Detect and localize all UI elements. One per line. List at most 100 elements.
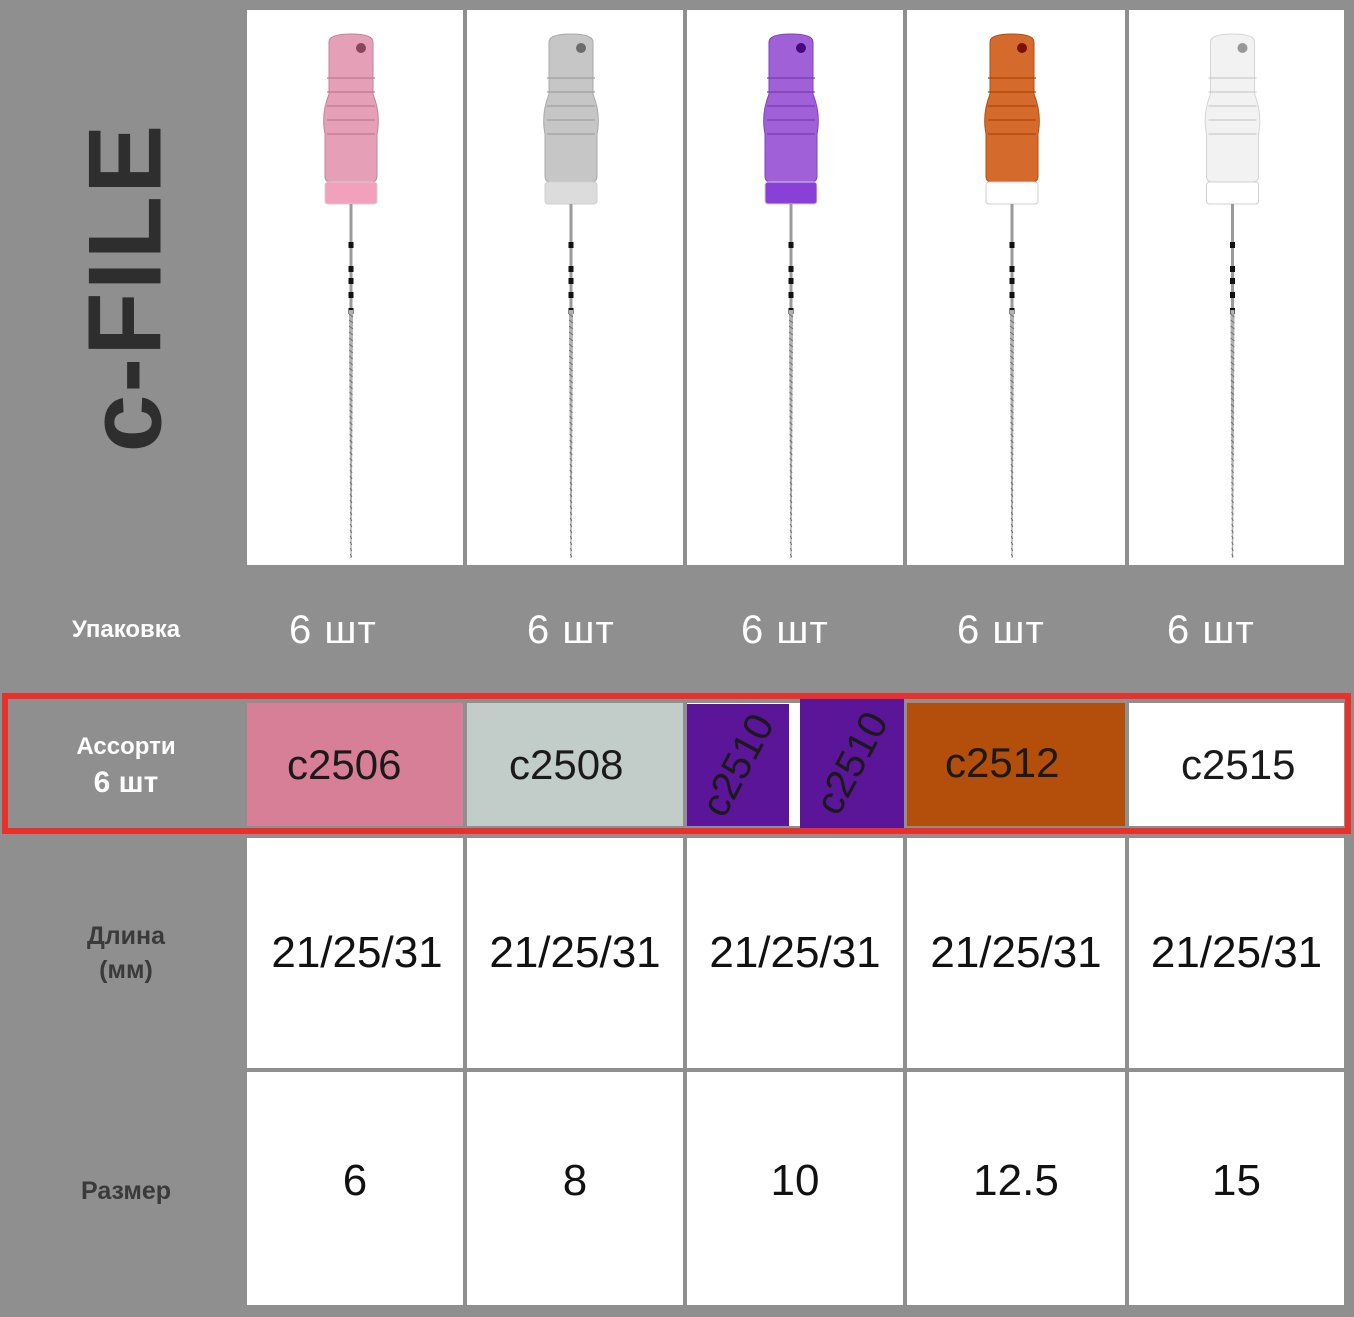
- length-value: 21/25/31: [467, 838, 683, 1068]
- flute-twist: [1230, 469, 1235, 474]
- depth-mark: [1009, 292, 1015, 298]
- flute-twist: [1231, 553, 1234, 558]
- assorted-label: Ассорти 6 шт: [8, 703, 244, 826]
- flute-twist: [349, 475, 353, 480]
- flute-twist: [1010, 391, 1014, 396]
- packaging-value: 6 шт: [1129, 569, 1344, 691]
- file-collar: [544, 181, 598, 205]
- size-value: 15: [1129, 1072, 1344, 1305]
- flute-twist: [1009, 337, 1015, 342]
- flute-twist: [569, 493, 573, 498]
- flute-twist: [1010, 403, 1014, 408]
- flute-twist: [348, 319, 354, 324]
- assorted-label-line1: Ассорти: [76, 732, 176, 760]
- flute-twist: [568, 361, 574, 366]
- product-title: c-FILE: [67, 122, 184, 453]
- length-text: 21/25/31: [1150, 928, 1323, 977]
- flute-twist: [1010, 499, 1014, 504]
- flute-twist: [1010, 463, 1014, 468]
- flute-twist: [348, 343, 354, 348]
- flute-twist: [788, 355, 794, 360]
- flute-twist: [1230, 361, 1235, 366]
- depth-mark: [568, 266, 574, 272]
- size-text: 8: [562, 1155, 588, 1205]
- product-title-wrap: c-FILE: [8, 10, 244, 565]
- flute-twist: [789, 475, 793, 480]
- flute-twist: [1230, 463, 1235, 468]
- flute-twist: [1231, 523, 1234, 528]
- flute-twist: [1009, 349, 1015, 354]
- endodontic-file-image: [907, 10, 1125, 565]
- flute-twist: [349, 439, 353, 444]
- flute-twist: [788, 367, 794, 372]
- flute-twist: [1231, 511, 1234, 516]
- flute-twist: [568, 313, 574, 318]
- file-handle: [543, 33, 599, 183]
- flute-twist: [1230, 451, 1235, 456]
- flute-twist: [1010, 451, 1014, 456]
- file-collar: [324, 181, 378, 205]
- flute-twist: [349, 421, 353, 426]
- file-handle: [1204, 33, 1261, 183]
- flute-twist: [1010, 541, 1014, 546]
- flute-twist: [1010, 421, 1014, 426]
- file-flutes: [789, 310, 793, 558]
- flute-twist: [789, 535, 793, 540]
- assorted-code: c2508: [509, 740, 624, 788]
- flute-twist: [789, 421, 793, 426]
- flute-twist: [1230, 397, 1235, 402]
- flute-twist: [1010, 469, 1014, 474]
- flute-twist: [569, 511, 573, 516]
- depth-mark: [348, 266, 354, 272]
- length-value: 21/25/31: [907, 838, 1125, 1068]
- flute-twist: [569, 445, 573, 450]
- flute-twist: [1230, 313, 1235, 318]
- flute-twist: [1010, 529, 1014, 534]
- flute-twist: [569, 499, 573, 504]
- flute-twist: [349, 451, 353, 456]
- flute-twist: [349, 487, 353, 492]
- packaging-text: 6 шт: [957, 607, 1045, 652]
- depth-mark: [348, 292, 354, 298]
- flute-twist: [1231, 487, 1234, 492]
- flute-twist: [1010, 493, 1014, 498]
- file-collar: [985, 181, 1039, 205]
- flute-twist: [349, 481, 353, 486]
- length-label: Длина (мм): [8, 838, 244, 1068]
- flute-twist: [789, 541, 793, 546]
- length-text: 21/25/31: [489, 928, 661, 977]
- assorted-code-swatch: c2510: [687, 704, 789, 826]
- flute-twist: [1230, 403, 1235, 408]
- depth-mark: [1230, 266, 1235, 272]
- assorted-code: c2506: [287, 740, 402, 788]
- flute-twist: [568, 367, 574, 372]
- flute-twist: [789, 499, 793, 504]
- flute-twist: [1009, 313, 1015, 318]
- flute-twist: [1010, 523, 1014, 528]
- size-text: 15: [1212, 1155, 1261, 1205]
- flute-twist: [1010, 505, 1014, 510]
- assorted-code-swatch: c2510: [800, 698, 904, 828]
- flute-twist: [348, 367, 354, 372]
- flute-twist: [569, 535, 573, 540]
- assorted-code: c2510: [692, 706, 783, 824]
- flute-twist: [789, 553, 793, 558]
- file-drawing: [323, 33, 379, 558]
- flute-twist: [1231, 547, 1234, 552]
- flute-twist: [349, 517, 353, 522]
- depth-mark: [788, 266, 794, 272]
- flute-twist: [568, 331, 574, 336]
- size-text: 10: [770, 1155, 820, 1205]
- flute-twist: [1010, 517, 1014, 522]
- flute-twist: [1231, 475, 1234, 480]
- flute-twist: [569, 379, 573, 384]
- assorted-code: c2510: [806, 704, 897, 822]
- flute-twist: [568, 319, 574, 324]
- handle-hole: [796, 43, 806, 53]
- assorted-code-cell: c2506: [247, 703, 463, 826]
- size-value: 8: [467, 1072, 683, 1305]
- assorted-label-line2: 6 шт: [93, 765, 159, 799]
- flute-twist: [1230, 385, 1235, 390]
- flute-twist: [349, 433, 353, 438]
- flute-twist: [789, 505, 793, 510]
